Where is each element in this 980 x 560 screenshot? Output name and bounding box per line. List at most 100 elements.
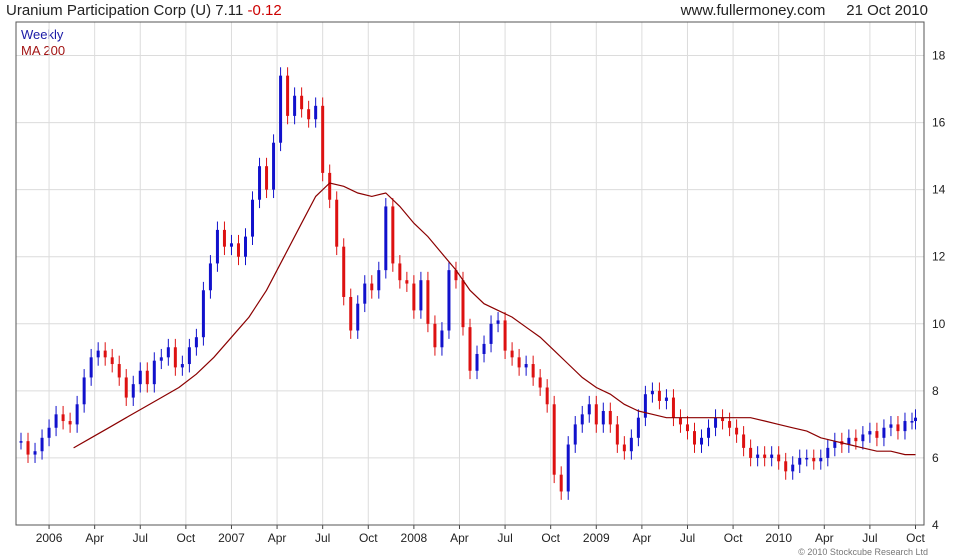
- price-bar: [82, 377, 86, 405]
- x-tick-label: Oct: [177, 531, 196, 545]
- price-bar: [601, 410, 605, 425]
- price-bar: [201, 290, 205, 338]
- price-bar: [208, 263, 212, 291]
- y-tick-label: 12: [932, 250, 946, 264]
- price-bar: [742, 434, 746, 448]
- price-bar: [96, 350, 100, 358]
- price-bar: [117, 364, 121, 378]
- copyright: © 2010 Stockcube Research Ltd: [798, 547, 928, 557]
- price-bar: [307, 109, 311, 120]
- price-bar: [833, 441, 837, 448]
- price-bar: [321, 105, 325, 173]
- x-tick-label: Jul: [497, 531, 512, 545]
- price-change: -0.12: [247, 2, 282, 19]
- ma200-line: [73, 182, 916, 456]
- price-bar: [594, 404, 598, 425]
- price-bar: [854, 437, 858, 442]
- price-bar: [524, 364, 528, 368]
- price-bar: [819, 457, 823, 462]
- price-bar: [187, 347, 191, 365]
- price-bar: [328, 172, 332, 200]
- x-tick-label: Oct: [906, 531, 925, 545]
- price-bar: [503, 320, 507, 351]
- price-bar: [349, 296, 353, 331]
- price-bar: [545, 387, 549, 405]
- x-tick-label: Apr: [268, 531, 287, 545]
- title-text: Uranium Participation Corp (U) 7.11: [6, 2, 244, 19]
- price-bar: [454, 270, 458, 281]
- price-bar: [391, 206, 395, 264]
- price-bar: [805, 457, 809, 460]
- price-bar: [314, 105, 318, 120]
- price-bar: [913, 417, 917, 422]
- price-bar: [433, 323, 437, 348]
- price-bar: [19, 441, 23, 443]
- price-bar: [47, 427, 51, 438]
- x-tick-label: 2009: [583, 531, 610, 545]
- price-bar: [510, 350, 514, 358]
- site-url[interactable]: www.fullermoney.com: [680, 2, 826, 19]
- price-bar: [622, 444, 626, 452]
- price-bar: [629, 437, 633, 452]
- price-bar: [798, 457, 802, 465]
- price-bar: [868, 431, 872, 435]
- price-bar: [889, 424, 893, 428]
- price-bar: [812, 457, 816, 462]
- price-bar: [587, 404, 591, 415]
- price-bar: [363, 283, 367, 304]
- x-tick-label: 2008: [401, 531, 428, 545]
- price-bar: [335, 199, 339, 247]
- price-bar: [412, 283, 416, 311]
- x-tick-label: Jul: [680, 531, 695, 545]
- price-bar: [482, 343, 486, 354]
- price-bar: [138, 370, 142, 385]
- x-tick-label: 2010: [765, 531, 792, 545]
- x-tick-label: Oct: [541, 531, 560, 545]
- price-bar: [370, 283, 374, 291]
- price-bar: [265, 166, 269, 190]
- price-bar: [714, 417, 718, 428]
- y-tick-label: 16: [932, 116, 946, 130]
- price-bar: [110, 357, 114, 365]
- price-bar: [861, 434, 865, 442]
- price-bar: [215, 229, 219, 264]
- price-bar: [749, 447, 753, 458]
- price-bar: [272, 142, 276, 190]
- x-tick-label: Oct: [724, 531, 743, 545]
- price-bar: [517, 357, 521, 368]
- price-bar: [286, 75, 290, 116]
- price-bar: [124, 377, 128, 398]
- price-bar: [896, 424, 900, 432]
- price-bar: [236, 243, 240, 257]
- price-bar: [735, 427, 739, 435]
- price-bar: [707, 427, 711, 438]
- price-bar: [54, 414, 58, 428]
- price-bar: [685, 424, 689, 432]
- price-bar: [180, 364, 184, 368]
- price-bar: [279, 75, 283, 143]
- plot-frame: [15, 21, 925, 526]
- price-bar: [68, 421, 72, 425]
- price-bar: [26, 441, 30, 455]
- price-bar: [356, 303, 360, 331]
- price-bar: [538, 377, 542, 388]
- price-bar: [152, 360, 156, 385]
- price-bar: [910, 421, 914, 423]
- x-tick-label: Apr: [85, 531, 104, 545]
- price-bar: [847, 437, 851, 445]
- price-bar: [721, 417, 725, 422]
- price-bar: [566, 444, 570, 492]
- price-bar: [496, 320, 500, 324]
- y-tick-label: 6: [932, 451, 939, 465]
- price-bar: [475, 353, 479, 371]
- price-bar: [903, 421, 907, 432]
- price-bar: [657, 390, 661, 401]
- price-bar: [40, 437, 44, 452]
- price-bar: [173, 347, 177, 368]
- price-bar: [131, 384, 135, 398]
- price-bar: [756, 454, 760, 458]
- x-tick-label: 2007: [218, 531, 245, 545]
- price-bar: [608, 410, 612, 425]
- price-bar: [650, 390, 654, 395]
